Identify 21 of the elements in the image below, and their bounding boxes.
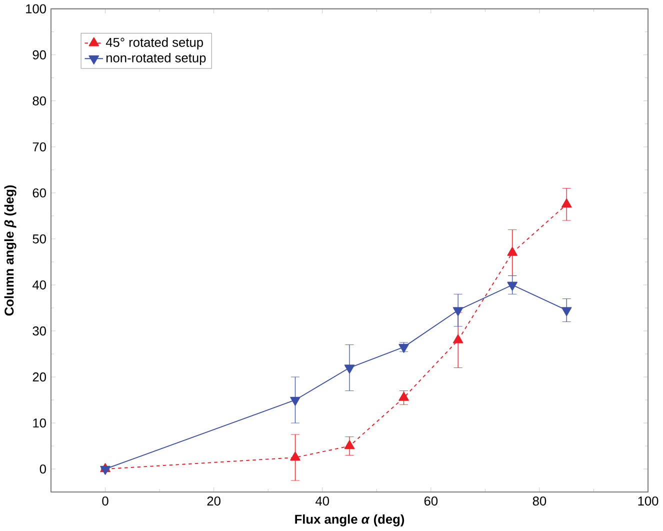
x-tick-label: 0	[102, 496, 108, 506]
x-tick-label: 80	[532, 496, 546, 506]
y-tick-label: 80	[32, 96, 46, 106]
y-tick-label: 10	[33, 418, 46, 428]
y-tick-label: 20	[32, 372, 46, 382]
x-tick-label: 60	[424, 496, 438, 506]
y-tick-label: 100	[26, 4, 46, 14]
legend-label: 45° rotated setup	[106, 38, 203, 50]
y-tick-label: 30	[32, 326, 46, 336]
y-tick-label: 0	[40, 464, 46, 474]
y-tick-label: 60	[32, 188, 46, 198]
x-tick-label: 20	[207, 496, 220, 506]
x-axis-title: Flux angle α (deg)	[295, 514, 404, 527]
y-tick-label: 40	[32, 280, 46, 290]
legend-label: non-rotated setup	[106, 53, 206, 66]
x-tick-label: 100	[638, 496, 658, 506]
y-tick-label: 70	[32, 142, 46, 152]
y-tick-label: 50	[32, 234, 46, 244]
y-tick-label: 90	[32, 50, 46, 60]
y-axis-title: Column angle β (deg)	[4, 186, 16, 316]
x-tick-label: 40	[316, 496, 330, 506]
